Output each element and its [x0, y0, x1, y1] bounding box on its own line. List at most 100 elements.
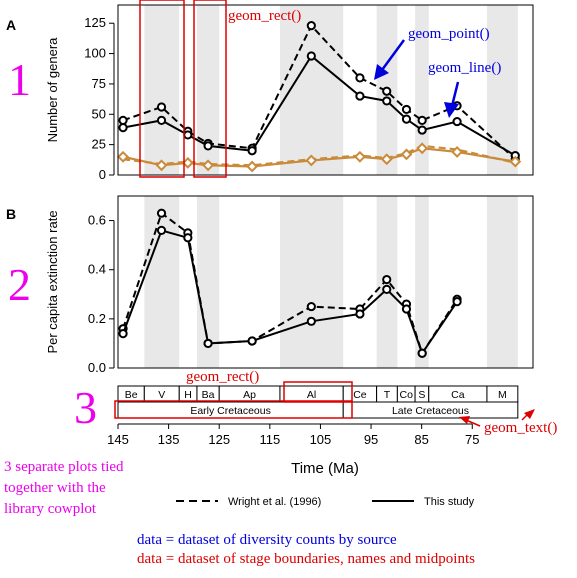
data-point — [155, 159, 168, 172]
panel-a-frame — [117, 4, 534, 176]
geom-rect-top-label: geom_rect() — [228, 8, 301, 24]
panel-a: 0 25 50 75 100 125 A Number of genera — [6, 4, 534, 182]
data-point — [305, 154, 318, 167]
panel-b: 0.0 0.2 0.4 0.6 B Per capita extinction rat… — [6, 195, 534, 375]
stage-label: Ce — [353, 389, 367, 401]
y-tick-label: 50 — [92, 106, 106, 121]
panel-b-label: B — [6, 206, 16, 222]
epoch-label: Early Cretaceous — [190, 405, 271, 417]
x-tick-label: 135 — [158, 432, 180, 447]
data-point — [451, 146, 463, 158]
legend-label: This study — [424, 496, 475, 508]
x-axis: 145 135 125 115 105 95 85 75 — [107, 423, 480, 447]
y-tick-label: 0.4 — [88, 262, 106, 277]
stage-label: Ba — [202, 389, 215, 401]
x-tick-label: 115 — [259, 432, 280, 447]
y-tick-label: 0.0 — [88, 360, 106, 375]
data-point — [156, 102, 167, 112]
x-tick-label: 85 — [414, 432, 428, 447]
number-three: 3 — [74, 382, 97, 433]
data-point — [401, 114, 412, 124]
data-point — [382, 96, 392, 106]
data-point — [355, 309, 365, 319]
shaded-band — [196, 5, 220, 175]
x-axis-label: Time (Ma) — [291, 460, 359, 477]
geom-line-label: geom_line() — [428, 60, 501, 76]
cowplot-note-line-2: together with the — [4, 480, 106, 496]
data-point — [509, 155, 522, 168]
epoch-label: Late Cretaceous — [392, 405, 469, 417]
stage-label: Be — [125, 389, 138, 401]
data-point — [183, 130, 193, 140]
data-point — [156, 208, 167, 218]
geom-rect-bottom-label: geom_rect() — [186, 369, 259, 385]
data-point — [417, 348, 427, 358]
data-blue-note: data = dataset of diversity counts by so… — [137, 532, 397, 548]
geom-rect-box-v — [139, 0, 185, 178]
data-point — [203, 338, 213, 349]
cowplot-note-line-3: library cowplot — [4, 501, 97, 517]
shaded-band — [144, 5, 180, 175]
data-point — [382, 274, 392, 285]
y-tick-label: 0 — [99, 167, 106, 182]
data-point — [306, 21, 316, 31]
geom-line-arrowhead — [444, 102, 459, 118]
data-point — [306, 301, 316, 312]
data-point — [156, 115, 167, 125]
data-point — [202, 159, 214, 172]
stage-label: Co — [400, 389, 414, 401]
geom-text-arrow-left — [465, 419, 481, 427]
stage-label: Ca — [451, 389, 465, 401]
data-point — [246, 160, 259, 173]
geom-rect-box-early — [114, 400, 353, 419]
data-point — [382, 86, 392, 96]
y-tick-label: 75 — [92, 76, 106, 91]
data-point — [117, 150, 129, 163]
stage-label: Al — [307, 389, 316, 401]
shaded-band — [196, 196, 220, 368]
data-point — [183, 233, 193, 243]
data-point — [156, 225, 167, 235]
data-point — [380, 153, 393, 166]
time-scale: Be V H Ba Ap Al Ce T Co S Ca M Early Cretaceous Late … — [117, 385, 519, 419]
shaded-band — [279, 196, 344, 368]
stage-label: Ap — [243, 389, 256, 401]
geom-point-label: geom_point() — [408, 26, 490, 42]
epoch-box — [342, 401, 519, 419]
x-tick-label: 105 — [310, 432, 332, 447]
data-point — [417, 125, 427, 135]
geom-text-label: geom_text() — [484, 420, 557, 436]
data-point — [416, 142, 429, 155]
data-point — [401, 304, 412, 314]
y-tick-label: 125 — [84, 15, 106, 30]
shaded-band — [144, 196, 180, 368]
legend-label: Wright et al. (1996) — [228, 496, 321, 508]
stage-label: M — [498, 389, 507, 401]
data-point — [306, 51, 316, 61]
shaded-band — [486, 5, 518, 175]
data-point — [306, 316, 316, 326]
geom-point-arrow — [380, 39, 406, 71]
number-two: 2 — [8, 259, 31, 310]
panel-a-y-label: Number of genera — [45, 37, 60, 143]
data-red-note: data = dataset of stage boundaries, name… — [137, 551, 475, 567]
data-point — [181, 156, 194, 169]
x-tick-label: 95 — [364, 432, 378, 447]
annotations: geom_rect() geom_point() geom_line() 1 2… — [4, 0, 557, 567]
stage-label: V — [158, 389, 165, 401]
y-tick-label: 25 — [92, 137, 106, 152]
x-tick-label: 125 — [208, 432, 230, 447]
stage-label: H — [184, 389, 192, 401]
data-point — [203, 141, 213, 151]
data-point — [417, 115, 427, 125]
panel-b-series — [118, 208, 462, 358]
x-tick-label: 75 — [465, 432, 479, 447]
geom-text-arrowhead-left — [459, 416, 470, 424]
number-one: 1 — [8, 54, 31, 105]
data-point — [247, 336, 257, 346]
geom-rect-box-ba — [193, 0, 227, 178]
stage-label: T — [384, 389, 391, 401]
cowplot-note-line-1: 3 separate plots tied — [4, 459, 124, 475]
data-point — [354, 150, 366, 163]
